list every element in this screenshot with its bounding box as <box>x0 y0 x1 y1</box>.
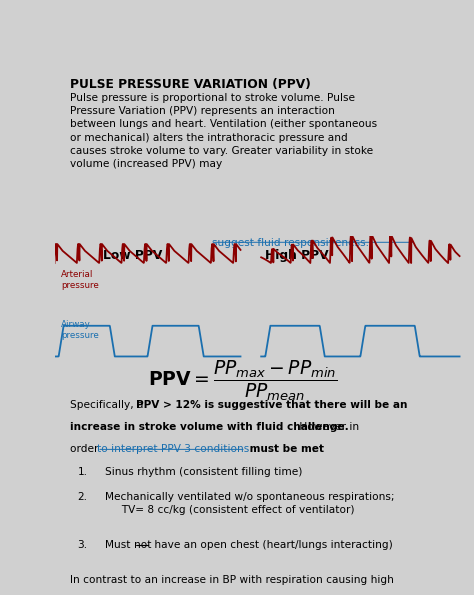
Text: Pulse pressure is proportional to stroke volume. Pulse
Pressure Variation (PPV) : Pulse pressure is proportional to stroke… <box>70 93 377 168</box>
Text: suggest fluid responsiveness.: suggest fluid responsiveness. <box>212 238 369 248</box>
Text: PPV > 12% is suggestive that there will be an: PPV > 12% is suggestive that there will … <box>136 400 407 410</box>
Text: must be met: must be met <box>246 444 324 454</box>
Text: Specifically, a: Specifically, a <box>70 400 147 410</box>
Text: $\mathbf{PPV} = \dfrac{\mathit{PP}_{max}-\mathit{PP}_{min}}{\mathit{PP}_{mean}}$: $\mathbf{PPV} = \dfrac{\mathit{PP}_{max}… <box>148 359 338 403</box>
Text: Must: Must <box>105 540 134 550</box>
Text: Sinus rhythm (consistent filling time): Sinus rhythm (consistent filling time) <box>105 467 302 477</box>
Text: :: : <box>311 444 315 454</box>
Text: order: order <box>70 444 102 454</box>
Text: High PPV: High PPV <box>265 249 328 262</box>
Text: not: not <box>134 540 151 550</box>
Text: In contrast to an increase in BP with respiration causing high: In contrast to an increase in BP with re… <box>70 575 394 585</box>
Text: 3.: 3. <box>78 540 88 550</box>
Text: PULSE PRESSURE VARIATION (PPV): PULSE PRESSURE VARIATION (PPV) <box>70 79 311 91</box>
Text: Low PPV: Low PPV <box>103 249 163 262</box>
Text: 1.: 1. <box>78 467 88 477</box>
Text: 2.: 2. <box>78 492 88 502</box>
Text: Arterial
pressure: Arterial pressure <box>61 270 99 290</box>
Text: Airway
pressure: Airway pressure <box>61 320 99 340</box>
Text: to interpret PPV 3 conditions: to interpret PPV 3 conditions <box>97 444 249 454</box>
Text: However in: However in <box>296 422 359 432</box>
Text: Mechanically ventilated w/o spontaneous respirations;
     TV= 8 cc/kg (consiste: Mechanically ventilated w/o spontaneous … <box>105 492 395 515</box>
Text: have an open chest (heart/lungs interacting): have an open chest (heart/lungs interact… <box>152 540 393 550</box>
Text: increase in stroke volume with fluid challenge.: increase in stroke volume with fluid cha… <box>70 422 349 432</box>
